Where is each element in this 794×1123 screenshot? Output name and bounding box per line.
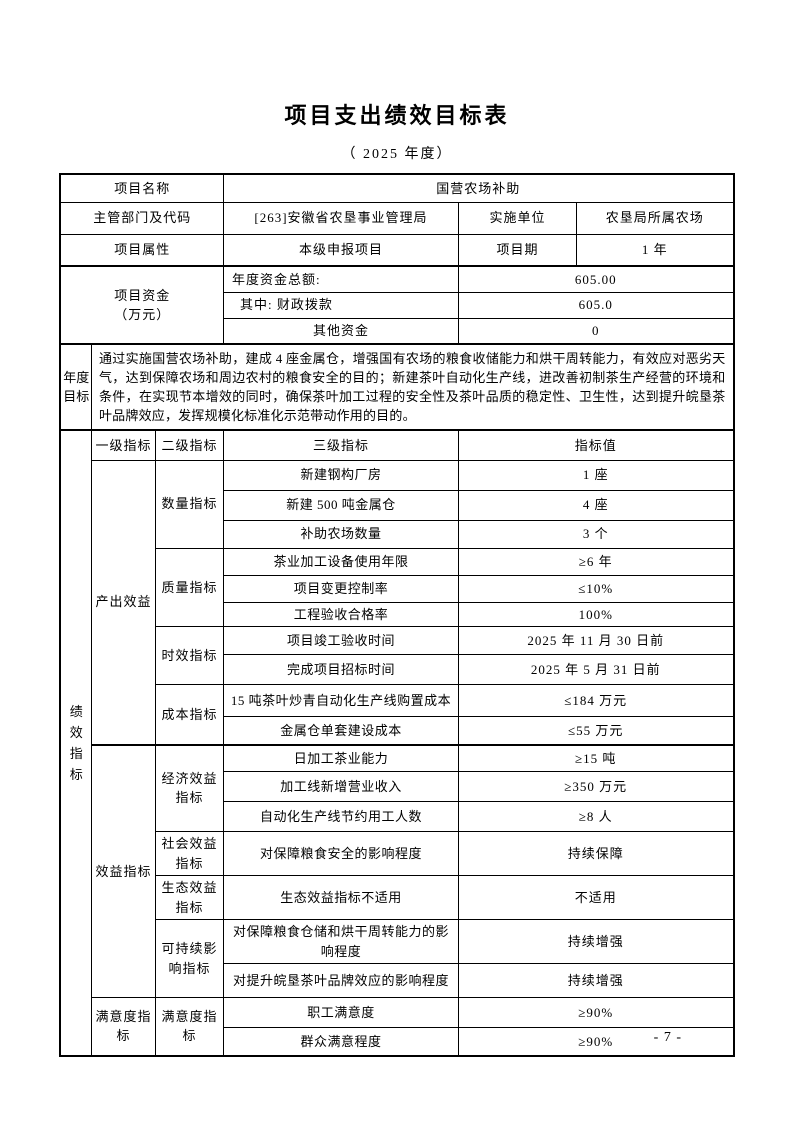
indicator-value: 持续保障: [457, 831, 735, 876]
indicator-value: ≥6 年: [457, 547, 735, 576]
indicator-value: 3 个: [457, 519, 735, 549]
l2-group-label: 生态效益指标: [154, 875, 224, 920]
indicator-name: 自动化生产线节约用工人数: [222, 801, 459, 832]
indicator-name: 日加工茶业能力: [222, 743, 459, 772]
indicator-name: 职工满意度: [222, 997, 459, 1028]
l1-group-label: 满意度指标: [90, 997, 156, 1056]
dept-label: 主管部门及代码: [59, 201, 224, 235]
l2-group-label: 可持续影响指标: [154, 919, 224, 998]
indicator-name: 加工线新增营业收入: [222, 771, 459, 802]
performance-indicators-side-label: 绩 效 指 标: [59, 429, 92, 1056]
l2-group-label: 质量指标: [154, 547, 224, 627]
period-label: 项目期: [457, 233, 577, 267]
l1-group-label: 效益指标: [90, 743, 156, 998]
impl-unit-label: 实施单位: [457, 201, 577, 235]
indicator-value: 持续增强: [457, 963, 735, 998]
funding-other-value: 0: [457, 317, 735, 345]
indicator-name: 茶业加工设备使用年限: [222, 547, 459, 576]
header-l2: 二级指标: [154, 429, 224, 461]
indicator-name: 生态效益指标不适用: [222, 875, 459, 920]
indicator-name: 金属仓单套建设成本: [222, 716, 459, 745]
indicator-value: 持续增强: [457, 919, 735, 964]
header-l1: 一级指标: [90, 429, 156, 461]
attr-value: 本级申报项目: [222, 233, 459, 267]
funding-label: 项目资金 （万元）: [59, 265, 224, 345]
header-l3: 三级指标: [222, 429, 459, 461]
indicator-name: 新建 500 吨金属仓: [222, 489, 459, 521]
header-value: 指标值: [457, 429, 735, 461]
indicator-name: 群众满意程度: [222, 1027, 459, 1056]
indicator-value: ≥8 人: [457, 801, 735, 832]
page-number: - 7 -: [653, 1030, 682, 1045]
indicator-name: 完成项目招标时间: [222, 654, 459, 685]
indicator-name: 新建钢构厂房: [222, 459, 459, 491]
indicator-name: 对保障粮食仓储和烘干周转能力的影响程度: [222, 919, 459, 964]
annual-goal-label: 年度 目标: [59, 343, 92, 431]
indicator-value: ≤10%: [457, 574, 735, 603]
impl-unit-value: 农垦局所属农场: [575, 201, 735, 235]
indicator-value: 1 座: [457, 459, 735, 491]
l2-group-label: 社会效益指标: [154, 831, 224, 876]
performance-target-table: 项目名称 国营农场补助 主管部门及代码 [263]安徽省农垦事业管理局 实施单位…: [59, 173, 735, 1057]
page-title: 项目支出绩效目标表: [284, 103, 510, 128]
indicator-name: 对保障粮食安全的影响程度: [222, 831, 459, 876]
l2-group-label: 满意度指标: [154, 997, 224, 1056]
l2-group-label: 经济效益指标: [154, 743, 224, 832]
funding-total-value: 605.00: [457, 265, 735, 293]
indicator-value: ≤184 万元: [457, 684, 735, 717]
indicator-value: ≥15 吨: [457, 743, 735, 772]
l2-group-label: 数量指标: [154, 459, 224, 549]
funding-other-label: 其他资金: [222, 317, 459, 345]
annual-goal-text: 通过实施国营农场补助，建成 4 座金属仓，增强国有农场的粮食收储能力和烘干周转能…: [90, 343, 735, 431]
indicator-value: 2025 年 5 月 31 日前: [457, 654, 735, 685]
page-subtitle: （ 2025 年度）: [341, 147, 453, 162]
period-value: 1 年: [575, 233, 735, 267]
attr-label: 项目属性: [59, 233, 224, 267]
indicator-name: 补助农场数量: [222, 519, 459, 549]
indicator-name: 对提升皖垦茶叶品牌效应的影响程度: [222, 963, 459, 998]
funding-fiscal-label: 其中: 财政拨款: [222, 291, 459, 319]
indicator-name: 项目竣工验收时间: [222, 626, 459, 655]
dept-value: [263]安徽省农垦事业管理局: [222, 201, 459, 235]
funding-fiscal-value: 605.0: [457, 291, 735, 319]
funding-total-label: 年度资金总额:: [222, 265, 459, 293]
indicator-value: 不适用: [457, 875, 735, 920]
indicator-value: 2025 年 11 月 30 日前: [457, 626, 735, 655]
indicator-value: ≥350 万元: [457, 771, 735, 802]
indicator-value: 100%: [457, 601, 735, 627]
indicator-name: 项目变更控制率: [222, 574, 459, 603]
indicator-value: ≤55 万元: [457, 716, 735, 745]
project-name-value: 国营农场补助: [222, 173, 735, 203]
indicator-value: ≥90%: [457, 1027, 735, 1056]
l1-group-label: 产出效益: [90, 459, 156, 745]
indicator-name: 工程验收合格率: [222, 601, 459, 627]
indicator-value: 4 座: [457, 489, 735, 521]
l2-group-label: 成本指标: [154, 684, 224, 745]
indicator-name: 15 吨茶叶炒青自动化生产线购置成本: [222, 684, 459, 717]
indicator-value: ≥90%: [457, 997, 735, 1028]
project-name-label: 项目名称: [59, 173, 224, 203]
l2-group-label: 时效指标: [154, 626, 224, 685]
